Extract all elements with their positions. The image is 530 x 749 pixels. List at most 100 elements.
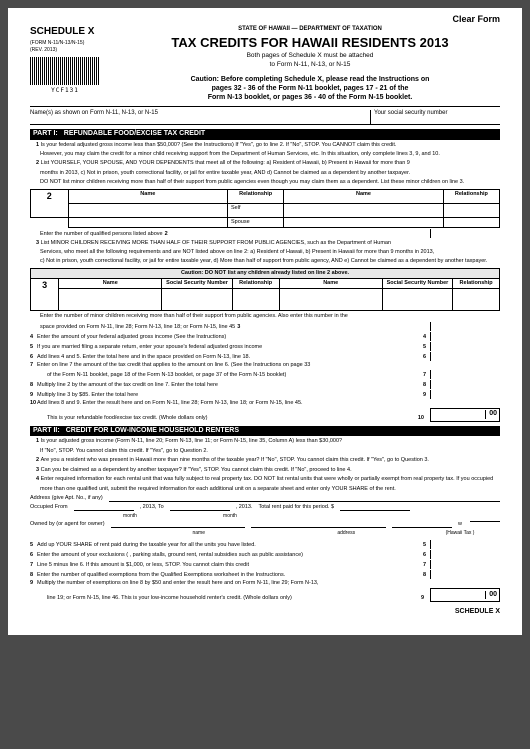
p1-l9: Multiply line 3 by $85. Enter the total …: [37, 392, 421, 399]
p2-l4b: more than one qualified unit, submit the…: [40, 486, 500, 493]
caution-1: Caution: Before completing Schedule X, p…: [120, 75, 500, 84]
p1-t1-h-name1: Name: [68, 189, 227, 203]
p1-t2-c1[interactable]: [59, 288, 162, 310]
subtitle-1: Both pages of Schedule X must be attache…: [120, 52, 500, 60]
p1-t1-c4[interactable]: [443, 203, 499, 217]
p1-table2: Caution: DO NOT list any children alread…: [30, 268, 500, 311]
p1-l7a: Enter on line 7 the amount of the tax cr…: [37, 362, 500, 369]
header-center: STATE OF HAWAII — DEPARTMENT OF TAXATION…: [120, 26, 500, 102]
form-title: TAX CREDITS FOR HAWAII RESIDENTS 2013: [120, 35, 500, 51]
part1-num: PART I:: [33, 130, 58, 137]
p2-l6: Enter the amount of your exclusions ( , …: [37, 552, 421, 559]
p2-owned-addr[interactable]: [251, 521, 386, 528]
p2-total-box[interactable]: 00: [430, 588, 500, 602]
p2-addr-input[interactable]: [109, 495, 500, 502]
p1-cents: 00: [485, 410, 497, 419]
p1-qual-box[interactable]: [430, 229, 500, 238]
p1-minor1: Enter the number of minor children recei…: [40, 313, 500, 320]
p2-occ-from-input[interactable]: [74, 504, 134, 511]
p1-l6: Add lines 4 and 5. Enter the total here …: [37, 354, 421, 361]
p2-l5: Add up YOUR SHARE of rent paid during th…: [37, 542, 421, 549]
p1-gray-caution: Caution: DO NOT list any children alread…: [31, 268, 500, 278]
p2-l2: 2 Are you a resident who was present in …: [36, 457, 500, 464]
p2-sub-addr: address: [273, 530, 421, 536]
p2-occ-to-input[interactable]: [170, 504, 230, 511]
clear-form-button[interactable]: Clear Form: [452, 14, 500, 25]
p1-t2-h3: Relationship: [232, 278, 279, 288]
p1-l2a: 2 List YOURSELF, YOUR SPOUSE, AND YOUR D…: [36, 160, 500, 167]
p2-l3: 3 Can you be claimed as a dependent by a…: [36, 467, 500, 474]
p1-table1: 2 Name Relationship Name Relationship Se…: [30, 189, 500, 228]
p1-t1-r2c4[interactable]: [443, 217, 499, 227]
p2-owned-w[interactable]: [470, 521, 500, 528]
p1-t2-h6: Relationship: [453, 278, 500, 288]
p2-l1a: 1 Is your adjusted gross income (Form N-…: [36, 438, 500, 445]
p1-t2-c6[interactable]: [453, 288, 500, 310]
p2-l8-box[interactable]: [430, 570, 500, 579]
title-text: TAX CREDITS FOR HAWAII RESIDENTS: [171, 35, 416, 50]
p1-l10b: This is your refundable food/excise tax …: [47, 415, 416, 422]
p2-l1b: If "No", STOP. You cannot claim this cre…: [40, 448, 500, 455]
p1-l8: Multiply line 2 by the amount of the tax…: [37, 382, 421, 389]
part1-header: PART I: REFUNDABLE FOOD/EXCISE TAX CREDIT: [30, 129, 500, 140]
p1-t2-c5[interactable]: [382, 288, 452, 310]
p1-total-box[interactable]: 00: [430, 408, 500, 422]
p1-t1-c1[interactable]: [68, 203, 227, 217]
p1-l9-box[interactable]: [430, 390, 500, 399]
p1-t2-h4: Name: [279, 278, 382, 288]
header: SCHEDULE X (FORM N-11/N-13/N-15) (REV. 2…: [30, 26, 500, 102]
p2-owned-name[interactable]: [111, 521, 246, 528]
year: 2013: [420, 35, 449, 50]
p1-t1-r2c3[interactable]: [284, 217, 443, 227]
p2-l7-box[interactable]: [430, 560, 500, 569]
p1-qual: Enter the number of qualified persons li…: [30, 229, 500, 238]
p2-l9b: line 19; or Form N-15, line 46. This is …: [47, 595, 419, 602]
p1-minor-box[interactable]: [430, 322, 500, 331]
p1-l4: Enter the amount of your federal adjuste…: [37, 334, 421, 341]
p2-sub-tax: (Hawaii Tax ): [420, 530, 500, 536]
p2-month2: month: [200, 513, 260, 519]
part2-num: PART II:: [33, 427, 60, 434]
footer: SCHEDULE X: [30, 608, 500, 617]
p1-t2-num: 3: [31, 278, 59, 310]
caution: Caution: Before completing Schedule X, p…: [120, 75, 500, 102]
p1-l7b: of the Form N-11 booklet, page 18 of the…: [47, 372, 421, 379]
part1-title: REFUNDABLE FOOD/EXCISE TAX CREDIT: [64, 130, 205, 137]
p1-l3b: Services, who meet all the following req…: [40, 249, 500, 256]
p1-t1-h-rel1: Relationship: [228, 189, 284, 203]
p2-owned: Owned by (or agent for owner) w: [30, 521, 500, 528]
header-left: SCHEDULE X (FORM N-11/N-13/N-15) (REV. 2…: [30, 26, 120, 95]
p1-l4-box[interactable]: [430, 332, 500, 341]
p1-l5: If you are married filing a separate ret…: [37, 344, 421, 351]
caution-2: pages 32 - 36 of the Form N-11 booklet, …: [120, 84, 500, 93]
p1-t1-c3[interactable]: [284, 203, 443, 217]
p1-t1-r2c1[interactable]: [68, 217, 227, 227]
p1-l7-box[interactable]: [430, 370, 500, 379]
p2-occ: Occupied From , 2013, To , 2013. Total r…: [30, 504, 500, 511]
p1-t2-c3[interactable]: [232, 288, 279, 310]
p1-l3a: 3 List MINOR CHILDREN RECEIVING MORE THA…: [36, 240, 500, 247]
schedule-label: SCHEDULE X: [30, 26, 120, 39]
p1-t2-h5: Social Security Number: [382, 278, 452, 288]
p1-t1-h-rel2: Relationship: [443, 189, 499, 203]
p2-l6-box[interactable]: [430, 550, 500, 559]
p1-t1-spouse: Spouse: [228, 217, 284, 227]
p2-rent-input[interactable]: [340, 504, 410, 511]
p1-l5-box[interactable]: [430, 342, 500, 351]
p2-sub-name: name: [125, 530, 273, 536]
p2-owned-tax[interactable]: [392, 521, 452, 528]
ssn-field-label[interactable]: Your social security number: [370, 110, 500, 125]
part2-header: PART II:CREDIT FOR LOW-INCOME HOUSEHOLD …: [30, 426, 500, 437]
p1-t1-num: 2: [31, 189, 69, 217]
p1-t2-c4[interactable]: [279, 288, 382, 310]
p1-l6-box[interactable]: [430, 352, 500, 361]
p1-l2c: DO NOT list minor children receiving mor…: [40, 179, 500, 186]
p2-l4a: 4 Enter required information for each re…: [36, 476, 500, 483]
p1-t1-h-name2: Name: [284, 189, 443, 203]
p1-l8-box[interactable]: [430, 380, 500, 389]
p2-l5-box[interactable]: [430, 540, 500, 549]
tax-form-page: Clear Form SCHEDULE X (FORM N-11/N-13/N-…: [8, 8, 522, 635]
name-field-label[interactable]: Name(s) as shown on Form N-11, N-13, or …: [30, 110, 370, 125]
p1-l1b: However, you may claim the credit for a …: [40, 151, 500, 158]
p1-t2-c2[interactable]: [162, 288, 232, 310]
